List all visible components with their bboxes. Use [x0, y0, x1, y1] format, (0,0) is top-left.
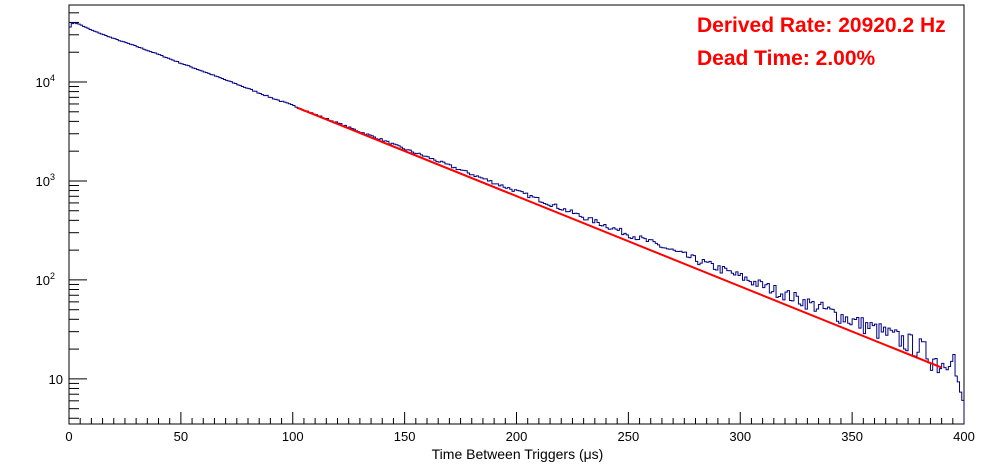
y-tick-label: 103 — [36, 172, 55, 189]
derived-rate-annotation: Derived Rate: 20920.2 Hz — [697, 14, 946, 37]
x-tick-label: 0 — [65, 429, 72, 444]
histogram-series — [69, 22, 965, 424]
x-tick-label: 400 — [953, 429, 975, 444]
x-tick-label: 300 — [729, 429, 751, 444]
y-tick-label: 10 — [49, 372, 63, 387]
x-tick-labels: 0 50 100 150 200 250 300 350 400 — [65, 429, 974, 444]
y-tick-labels: 10 102 103 104 — [36, 73, 63, 387]
x-tick-label: 150 — [394, 429, 416, 444]
axis-ticks — [68, 4, 965, 424]
x-tick-label: 250 — [618, 429, 640, 444]
fit-line — [296, 106, 942, 369]
x-tick-label: 100 — [282, 429, 304, 444]
x-axis-label: Time Between Triggers (μs) — [431, 446, 604, 462]
x-tick-label: 350 — [841, 429, 863, 444]
y-tick-label: 102 — [36, 271, 55, 288]
x-tick-label: 50 — [174, 429, 188, 444]
dead-time-annotation: Dead Time: 2.00% — [697, 47, 876, 70]
y-tick-label: 104 — [36, 73, 55, 90]
x-tick-label: 200 — [506, 429, 528, 444]
